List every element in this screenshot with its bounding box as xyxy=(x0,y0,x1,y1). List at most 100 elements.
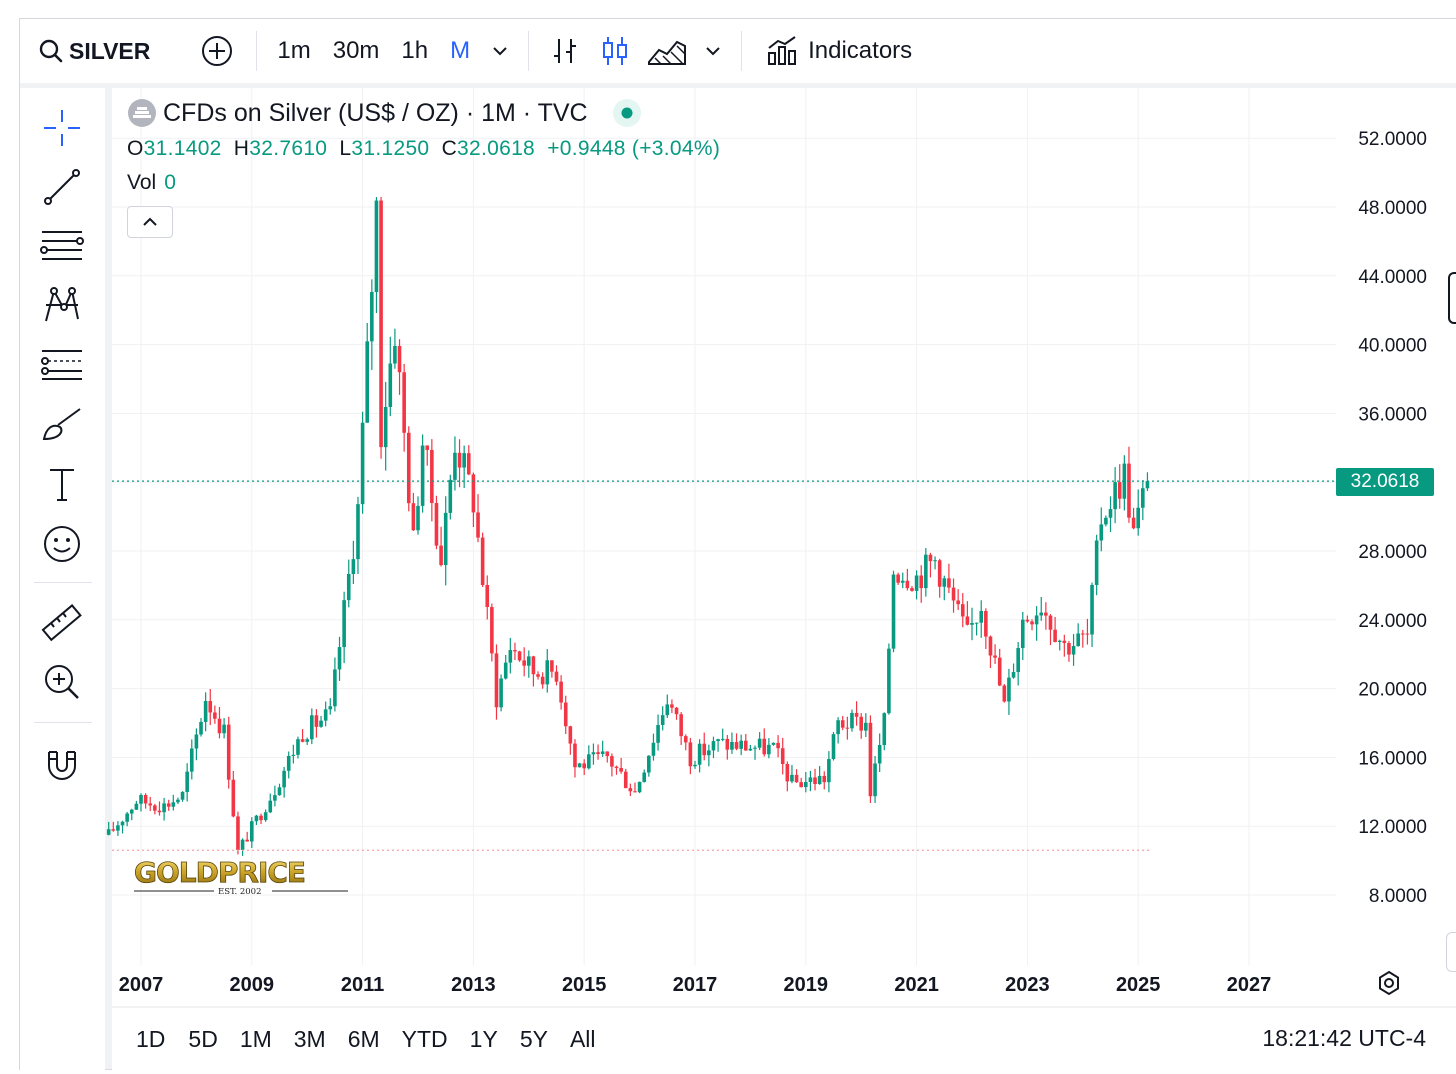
bar-style-button[interactable] xyxy=(551,19,579,83)
forecast-tool[interactable] xyxy=(40,343,84,387)
plus-circle-icon xyxy=(202,36,233,66)
candle-body xyxy=(319,720,323,727)
candle-body xyxy=(545,660,550,685)
clock-timezone[interactable]: 18:21:42 UTC-4 xyxy=(1262,1025,1426,1051)
year-tick-label: 2017 xyxy=(673,974,718,996)
candle-body xyxy=(924,554,928,589)
price-tick-label: 52.0000 xyxy=(1358,129,1427,150)
indicators-button[interactable]: Indicators xyxy=(766,19,912,83)
range-5y[interactable]: 5Y xyxy=(519,1025,548,1052)
magnet-tool[interactable] xyxy=(40,742,84,786)
candle-body xyxy=(1053,629,1057,642)
pattern-tool[interactable] xyxy=(40,283,84,327)
candle-body xyxy=(660,715,665,725)
brush-tool[interactable] xyxy=(40,403,84,447)
interval-1h[interactable]: 1h xyxy=(401,19,428,83)
right-edge-scroll-button[interactable] xyxy=(1446,932,1456,972)
measure-tool[interactable] xyxy=(40,601,84,645)
candle-body xyxy=(213,712,217,719)
candle-body xyxy=(430,449,434,504)
year-tick-label: 2007 xyxy=(119,974,164,996)
interval-dropdown[interactable] xyxy=(492,19,508,83)
candle-body xyxy=(568,726,573,744)
year-tick-label: 2013 xyxy=(451,974,496,996)
zoom-tool[interactable] xyxy=(40,660,84,704)
price-tick-label: 24.0000 xyxy=(1358,611,1427,632)
text-icon xyxy=(50,469,74,501)
candle-body xyxy=(799,782,803,788)
text-tool[interactable] xyxy=(40,462,84,506)
candle-body xyxy=(305,739,309,742)
candle-body xyxy=(951,587,956,601)
chart-style-dropdown[interactable] xyxy=(705,19,721,83)
candle-body xyxy=(162,803,166,813)
candle-body xyxy=(536,674,540,677)
interval-month-label: M xyxy=(450,37,471,64)
candle-body xyxy=(559,681,563,703)
candle-body xyxy=(840,720,845,728)
range-1y[interactable]: 1Y xyxy=(469,1025,498,1052)
candle-body xyxy=(522,660,526,666)
candle-body xyxy=(854,712,859,717)
range-ytd[interactable]: YTD xyxy=(401,1025,448,1052)
price-lines xyxy=(112,480,1336,851)
axis-settings-button[interactable] xyxy=(1376,970,1402,996)
ohlc-values: O31.1402 H32.7610 L31.1250 C32.0618 +0.9… xyxy=(127,137,720,161)
price-tick-label: 8.0000 xyxy=(1369,886,1427,907)
range-5d[interactable]: 5D xyxy=(188,1025,218,1052)
ruler-icon xyxy=(41,604,82,642)
range-1d[interactable]: 1D xyxy=(136,1025,166,1052)
candle-body xyxy=(670,704,674,708)
candle-body xyxy=(254,815,259,822)
candle-body xyxy=(406,432,411,504)
candle-body xyxy=(208,700,213,713)
candle-body xyxy=(226,724,231,780)
range-1m[interactable]: 1M xyxy=(239,1025,272,1052)
candle-body xyxy=(739,740,743,749)
candle-body xyxy=(577,763,582,768)
emoji-tool[interactable] xyxy=(40,522,84,566)
candle-body xyxy=(277,787,282,796)
candle-body xyxy=(245,839,249,842)
candle-body xyxy=(310,715,314,740)
interval-1m[interactable]: 1m xyxy=(277,19,310,83)
trend-line-tool[interactable] xyxy=(40,165,84,209)
candle-body xyxy=(383,406,388,448)
symbol-label: SILVER xyxy=(69,37,151,64)
chart-panel[interactable] xyxy=(112,88,1456,1006)
candle-style-button[interactable] xyxy=(601,19,629,83)
search-icon xyxy=(39,39,63,63)
range-3m[interactable]: 3M xyxy=(293,1025,326,1052)
candle-body xyxy=(956,600,960,605)
candle-body xyxy=(263,812,268,821)
collapse-legend-button[interactable] xyxy=(127,206,173,238)
candle-body xyxy=(725,738,730,750)
crosshair-tool[interactable] xyxy=(40,106,84,150)
range-all[interactable]: All xyxy=(569,1025,596,1052)
candle-body xyxy=(273,795,277,801)
candle-body xyxy=(1016,648,1020,673)
candle-body xyxy=(937,560,942,587)
compare-add-button[interactable] xyxy=(200,19,234,83)
candle-body xyxy=(1081,633,1085,635)
interval-30m[interactable]: 30m xyxy=(333,19,380,83)
chart-legend: CFDs on Silver (US$ / OZ) · 1M · TVC xyxy=(127,98,642,128)
candle-body xyxy=(217,718,222,734)
candle-body xyxy=(1044,612,1048,616)
candle-body xyxy=(457,452,462,468)
candle-body xyxy=(199,721,203,735)
candle-body xyxy=(610,756,614,767)
area-style-button[interactable] xyxy=(647,19,687,83)
candle-body xyxy=(540,676,545,685)
candle-body xyxy=(637,781,642,793)
candle-body xyxy=(116,825,120,831)
symbol-search[interactable]: SILVER xyxy=(38,19,150,83)
candle-body xyxy=(517,651,522,661)
interval-month[interactable]: M xyxy=(450,19,470,83)
fib-tool[interactable] xyxy=(40,224,84,268)
candle-body xyxy=(203,700,208,722)
range-6m[interactable]: 6M xyxy=(347,1025,380,1052)
right-edge-handle[interactable] xyxy=(1448,272,1456,324)
candle-body xyxy=(323,709,328,721)
